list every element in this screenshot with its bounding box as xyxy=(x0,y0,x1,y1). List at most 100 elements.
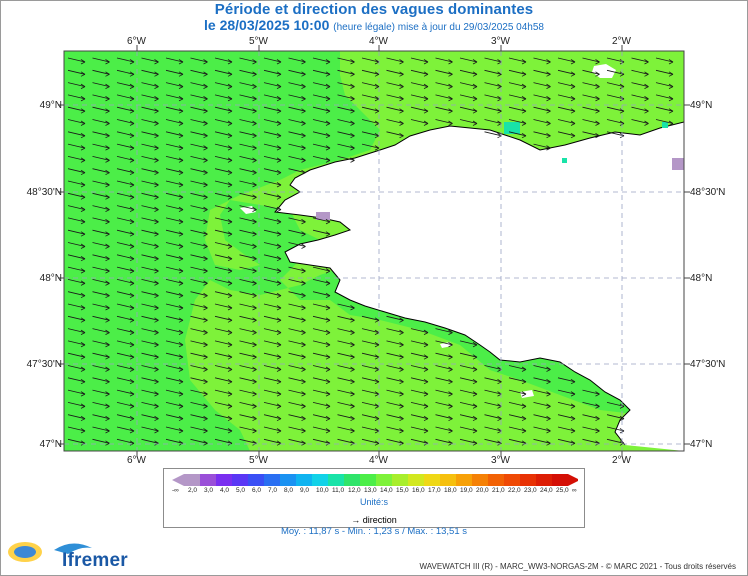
wave-direction-arrow xyxy=(141,315,159,323)
legend-tick-label: 3,0 xyxy=(204,487,214,494)
wave-direction-arrow xyxy=(263,291,282,299)
wave-direction-arrow xyxy=(312,82,331,89)
legend-swatch xyxy=(392,474,408,486)
wave-direction-arrow xyxy=(116,131,135,139)
wave-direction-arrow xyxy=(582,94,600,102)
wave-direction-arrow xyxy=(557,389,576,397)
wave-direction-arrow xyxy=(239,377,257,385)
wave-direction-arrow xyxy=(214,377,233,385)
wave-direction-arrow xyxy=(190,229,208,237)
wave-direction-arrow xyxy=(141,426,159,434)
wave-direction-arrow xyxy=(165,365,184,372)
wave-direction-arrow xyxy=(92,438,110,446)
wave-direction-arrow xyxy=(239,168,257,176)
wave-direction-arrow xyxy=(459,438,478,446)
wave-direction-arrow xyxy=(239,57,257,65)
wave-direction-arrow xyxy=(116,69,135,77)
wave-direction-arrow xyxy=(655,119,674,126)
wave-direction-arrow xyxy=(67,192,86,200)
wave-direction-arrow xyxy=(116,365,135,372)
wave-direction-arrow xyxy=(165,168,184,176)
wave-direction-arrow xyxy=(459,352,478,360)
wave-direction-arrow xyxy=(190,180,208,188)
wave-direction-arrow xyxy=(312,377,331,385)
wave-direction-arrow xyxy=(165,143,184,151)
wave-direction-arrow xyxy=(239,94,257,102)
wave-direction-arrow xyxy=(484,377,502,385)
wave-direction-arrow xyxy=(165,106,184,114)
wave-direction-arrow xyxy=(288,229,306,237)
wave-direction-arrow xyxy=(92,291,110,299)
wave-direction-arrow xyxy=(508,69,527,77)
wave-direction-arrow xyxy=(386,69,404,77)
wave-direction-arrow xyxy=(92,131,110,139)
wave-direction-arrow xyxy=(337,131,355,139)
lon-top-label: 4°W xyxy=(369,36,388,47)
wave-direction-arrow xyxy=(263,229,282,237)
wave-direction-arrow xyxy=(582,119,600,126)
wave-direction-arrow xyxy=(214,205,233,212)
wave-direction-arrow xyxy=(337,365,355,372)
wave-direction-arrow xyxy=(141,279,159,286)
wave-direction-arrow xyxy=(361,352,380,360)
wave-direction-arrow xyxy=(239,242,257,249)
wave-direction-arrow xyxy=(92,168,110,176)
wave-direction-arrow xyxy=(190,352,208,360)
lat-right-label: 48°N xyxy=(690,273,713,284)
wave-direction-arrow xyxy=(239,180,257,188)
wave-direction-arrow xyxy=(67,106,86,114)
wave-direction-arrow xyxy=(67,217,86,225)
legend-tick-label: 6,0 xyxy=(252,487,262,494)
wave-direction-arrow xyxy=(141,131,159,139)
wave-direction-arrow xyxy=(508,94,527,102)
wave-direction-arrow xyxy=(312,328,331,335)
lat-right-label: 47°30'N xyxy=(690,359,726,370)
land-brittany xyxy=(275,122,684,451)
coastline xyxy=(274,121,684,446)
wave-direction-arrow xyxy=(459,57,478,65)
legend-swatch xyxy=(536,474,552,486)
wave-direction-arrow xyxy=(92,254,110,262)
wave-direction-arrow xyxy=(386,340,404,348)
lon-bottom-label: 6°W xyxy=(127,455,146,466)
wave-direction-arrow xyxy=(655,57,674,65)
wave-direction-arrow xyxy=(361,94,380,102)
wave-direction-arrow xyxy=(386,315,404,323)
wave-direction-arrow xyxy=(214,291,233,299)
wave-direction-arrow xyxy=(214,131,233,139)
wave-direction-arrow xyxy=(508,426,527,434)
wave-direction-arrow xyxy=(92,365,110,372)
wave-direction-arrow xyxy=(312,156,331,163)
wave-direction-arrow xyxy=(557,402,576,409)
wave-direction-arrow xyxy=(484,82,502,89)
wave-direction-arrow xyxy=(410,365,429,372)
wave-direction-arrow xyxy=(165,389,184,397)
wave-direction-arrow xyxy=(410,402,429,409)
legend-tick-label: 7,0 xyxy=(268,487,278,494)
wave-direction-arrow xyxy=(386,57,404,65)
legend-swatch xyxy=(504,474,520,486)
wave-direction-arrow xyxy=(67,389,86,397)
wave-direction-arrow xyxy=(337,315,355,323)
wave-direction-arrow xyxy=(116,377,135,385)
wave-direction-arrow xyxy=(337,426,355,434)
wave-direction-arrow xyxy=(288,143,306,151)
wave-direction-arrow xyxy=(312,352,331,360)
wave-direction-arrow xyxy=(337,402,355,409)
wave-direction-arrow xyxy=(92,69,110,77)
wave-direction-arrow xyxy=(582,414,600,422)
wave-direction-arrow xyxy=(116,340,135,348)
legend-swatch xyxy=(232,474,248,486)
wave-direction-arrow xyxy=(557,69,576,77)
wave-direction-arrow xyxy=(263,180,282,188)
wave-direction-arrow xyxy=(190,389,208,397)
wave-direction-arrow xyxy=(141,328,159,335)
wave-direction-arrow xyxy=(67,168,86,176)
wave-direction-arrow xyxy=(435,328,453,335)
wave-direction-arrow xyxy=(557,82,576,89)
wave-direction-arrow xyxy=(141,402,159,409)
wave-direction-arrow xyxy=(410,328,429,335)
wave-direction-arrow xyxy=(190,279,208,286)
legend-tick-label: 21,0 xyxy=(492,487,505,494)
color-scale-bar xyxy=(172,474,578,486)
